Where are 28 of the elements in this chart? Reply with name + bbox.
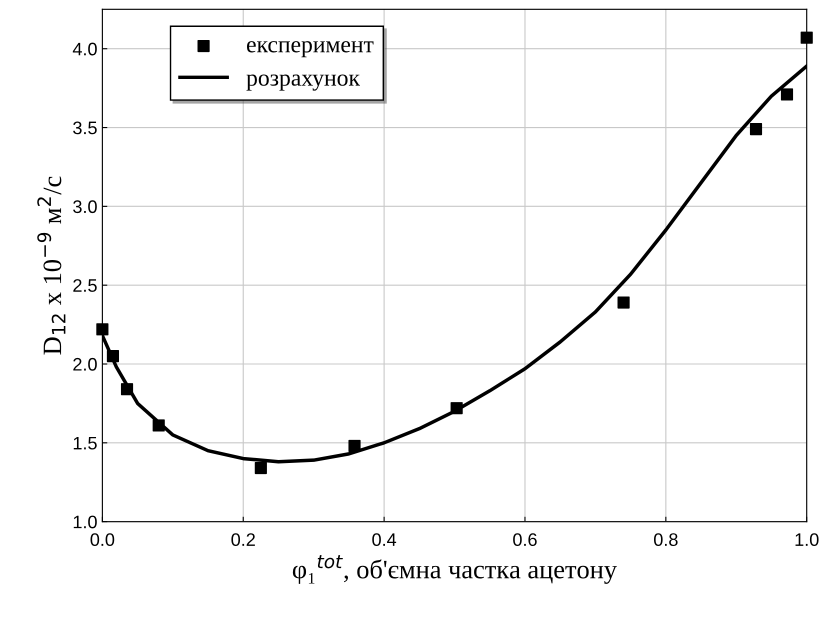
point — [750, 123, 762, 136]
point — [254, 462, 267, 474]
point — [152, 419, 165, 432]
y-tick-label: 2.5 — [73, 279, 97, 292]
y-tick-label: 4.0 — [72, 42, 97, 56]
point — [780, 88, 794, 101]
legend-label: експеримент — [247, 41, 374, 58]
x-tick-label: 0.0 — [90, 533, 114, 546]
point — [348, 440, 361, 452]
point — [450, 402, 463, 414]
x-tick-label: 0.6 — [513, 533, 537, 546]
y-axis-title: D$_{12}$ x 10$^{−9}$ м$^{2}$/с — [37, 176, 66, 355]
y-tick-label: 1.5 — [74, 436, 97, 450]
point — [618, 296, 630, 309]
x-tick-label: 1.0 — [796, 533, 819, 546]
y-tick-label: 1.0 — [74, 516, 97, 528]
x-tick-label: 0.8 — [654, 533, 678, 546]
point — [800, 32, 813, 44]
y-tick-label: 3.5 — [73, 121, 97, 134]
point — [120, 383, 134, 396]
point — [96, 323, 108, 336]
y-tick-label: 2.0 — [73, 358, 97, 371]
legend-label: розрахунок — [246, 74, 360, 91]
y-tick-label: 3.0 — [73, 200, 97, 214]
x-axis-title: φ₁$^{tot}$, об'ємна частка ацетону — [292, 555, 617, 584]
point — [106, 350, 120, 362]
x-tick-label: 0.4 — [372, 533, 396, 546]
x-tick-label: 0.2 — [231, 533, 255, 546]
